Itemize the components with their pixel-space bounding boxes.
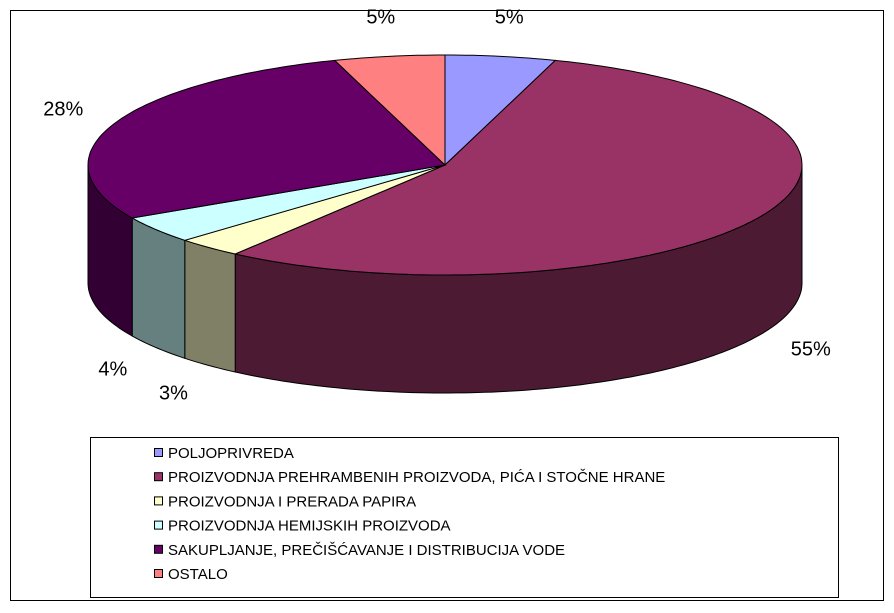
legend-box — [90, 437, 839, 598]
legend-label: PROIZVODNJA HEMIJSKIH PROIZVODA — [168, 518, 451, 535]
data-label: 3% — [159, 383, 188, 405]
slice-side — [131, 217, 186, 359]
legend-swatch — [154, 448, 163, 457]
slice-side — [184, 239, 236, 373]
legend-swatch — [154, 569, 163, 578]
data-label: 5% — [366, 7, 395, 29]
data-label: 4% — [98, 359, 127, 381]
legend-swatch — [154, 520, 163, 530]
slice — [130, 164, 446, 241]
legend-label: SAKUPLJANJE, PREČIŠĆAVANJE I DISTRIBUCIJ… — [168, 542, 565, 559]
legend-label: PROIZVODNJA PREHRAMBENIH PROIZVODA, PIĆA… — [168, 469, 665, 486]
slice — [87, 59, 447, 219]
slice — [183, 164, 446, 255]
legend-label: OSTALO — [168, 566, 228, 583]
slice — [333, 54, 446, 167]
slice — [444, 54, 557, 167]
legend-label: POLJOPRIVREDA — [168, 445, 294, 462]
data-label: 55% — [791, 339, 831, 361]
data-label: 28% — [43, 99, 83, 121]
data-label: 5% — [495, 7, 524, 29]
legend-swatch — [154, 544, 163, 554]
legend-label: PROIZVODNJA I PRERADA PAPIRA — [168, 493, 416, 510]
legend-swatch — [154, 472, 163, 482]
slice — [233, 59, 803, 276]
legend-swatch — [154, 496, 163, 506]
